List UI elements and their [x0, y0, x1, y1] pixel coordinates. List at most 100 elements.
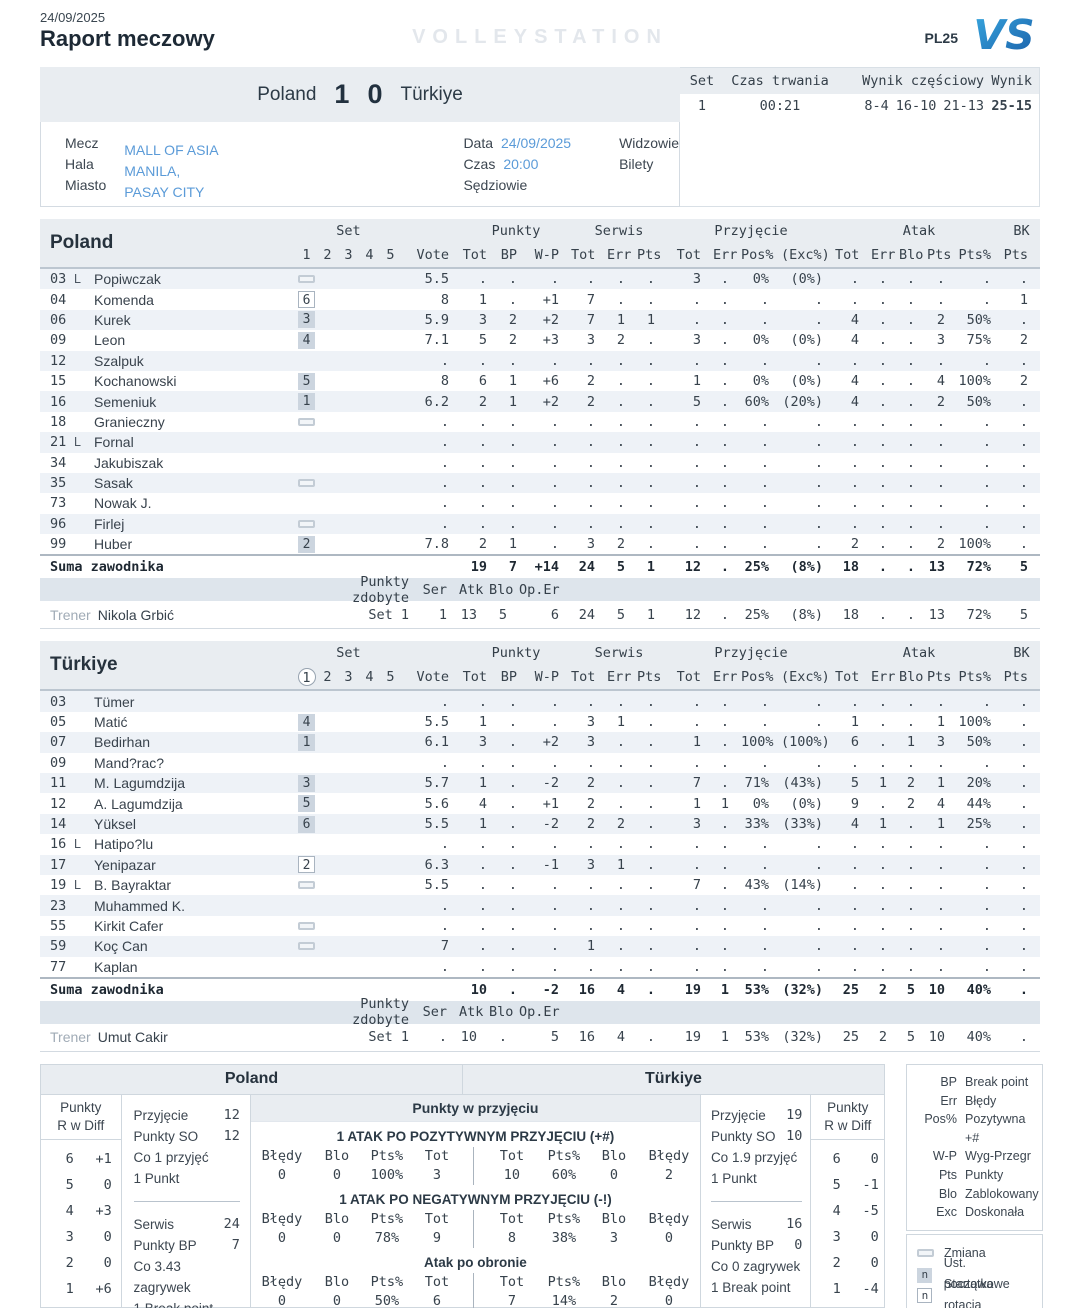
- player-row: 07 Bedirhan 1 6.1 3. +2 3.. 1. 100% (100%) 6. 1 3 50%…: [40, 732, 1040, 753]
- player-number: 59: [50, 938, 67, 955]
- player-number: 03: [50, 271, 67, 288]
- set-number-header: 2: [323, 669, 332, 686]
- coach-stat-cell: .: [1019, 1029, 1028, 1046]
- stat-cell: .: [720, 475, 729, 492]
- stat-cell: .: [936, 938, 945, 955]
- stat-cell: .: [760, 495, 769, 512]
- col-group-1: Serwis: [594, 645, 644, 662]
- stat-cell: .: [616, 475, 625, 492]
- set-entry: 3: [296, 311, 317, 329]
- sub-col-header: Pts: [637, 669, 662, 686]
- coach-row: Trener Umut Cakir Set 1. 10. 5 16 4. 19 1 53% (32%…: [40, 1023, 1040, 1052]
- stat-cell: .: [478, 434, 487, 451]
- stat-cell: 1: [478, 291, 487, 308]
- legend-symbol-row: n Ust. początkowe: [915, 1256, 1034, 1291]
- rwdiff-row: 4 -5: [811, 1198, 884, 1224]
- coach-stat-cell: .: [646, 1029, 655, 1046]
- stat-cell: .: [814, 836, 823, 853]
- stat-cell: .: [508, 897, 517, 914]
- stat-cell: .: [646, 775, 655, 792]
- legend-symbol-label: Startowa rotacja: [943, 1277, 994, 1308]
- stat-cell: -2: [542, 775, 559, 792]
- stat-cell: .: [906, 816, 915, 832]
- total-stat-cell: 5: [616, 559, 625, 576]
- stat-cell: .: [720, 393, 729, 410]
- stat-cell: .: [1019, 454, 1028, 471]
- player-row: 12 A. Lagumdzija 5 5.6 4. +1 2.. 1 1 0% (0%) 9. 2 4 44…: [40, 793, 1040, 813]
- stat-cell: .: [720, 332, 729, 349]
- stat-cell: .: [814, 536, 823, 553]
- legend-abbr: W-P: [932, 1149, 957, 1164]
- stat-cell: .: [720, 734, 729, 751]
- stat-cell: .: [878, 495, 887, 512]
- coach-stat-cell: 13: [928, 606, 945, 623]
- stat-cell: .: [586, 836, 595, 853]
- rwdiff-row: 4 +3: [41, 1198, 121, 1224]
- legend-abbreviation-row: Pos% Pozytywna +#: [915, 1110, 1034, 1147]
- stat-cell: .: [982, 856, 991, 873]
- set-number-header: 2: [323, 247, 332, 263]
- total-stat-cell: 5: [1019, 559, 1028, 576]
- reception-col-header: Tot: [424, 1273, 450, 1290]
- stat-cell: .: [550, 938, 559, 955]
- stat-cell: .: [1019, 897, 1028, 914]
- stat-cell: (20%): [782, 393, 823, 410]
- bilety-label: Bilety: [619, 156, 654, 172]
- score-col-header: Wynik: [991, 73, 1032, 89]
- stat-cell: +1: [542, 795, 559, 812]
- points-band: Punkty zdobyte Ser Atk Blo Op.Er: [40, 996, 1040, 1028]
- legend-symbol-icon: n: [915, 1264, 935, 1285]
- total-stat-cell: 10: [470, 981, 487, 998]
- away-sets: 0: [367, 79, 383, 109]
- stat-cell: .: [616, 373, 625, 390]
- serwis-label: Serwis: [133, 1216, 175, 1232]
- stat-cell: .: [906, 495, 915, 512]
- total-stat-cell: .: [720, 559, 729, 576]
- stat-cell: .: [982, 693, 991, 710]
- vote-cell: .: [440, 515, 449, 532]
- coach-points-cell: 10: [460, 1029, 477, 1046]
- home-team-table: Poland Set Punkty Serwis Przyjęcie Atak BK 1 2 3 4…: [40, 219, 1040, 630]
- player-name: Kochanowski: [94, 373, 177, 390]
- total-stat-cell: -2: [542, 981, 559, 998]
- stat-cell: .: [478, 475, 487, 492]
- coach-stat-cell: .: [720, 606, 729, 623]
- stat-cell: .: [878, 917, 887, 934]
- vote-cell: 8: [440, 373, 449, 390]
- stat-cell: .: [906, 434, 915, 451]
- reception-value: 50%: [374, 1292, 400, 1308]
- stat-cell: .: [850, 454, 859, 471]
- stat-cell: 9: [850, 795, 859, 812]
- hala-label: Hala: [65, 156, 94, 172]
- stat-cell: .: [878, 877, 887, 894]
- coach-stat-cell: .: [906, 606, 915, 623]
- stat-cell: 3: [692, 271, 701, 288]
- stat-cell: .: [1019, 938, 1028, 955]
- stat-cell: .: [508, 877, 517, 894]
- stat-cell: 0%: [752, 373, 769, 390]
- reception-value: 100%: [370, 1166, 404, 1183]
- rotation-diff: +6: [95, 1280, 112, 1297]
- stat-cell: .: [982, 454, 991, 471]
- legend-abbr-desc: Punkty: [965, 1167, 1004, 1182]
- starting-position-box: 1: [298, 733, 315, 751]
- player-number: 99: [50, 536, 67, 553]
- player-name: Yüksel: [94, 816, 137, 832]
- stat-cell: .: [646, 495, 655, 512]
- stat-cell: .: [760, 515, 769, 532]
- total-stat-cell: .: [508, 981, 517, 998]
- stat-cell: 75%: [966, 332, 991, 349]
- stat-cell: .: [720, 714, 729, 731]
- stat-cell: +6: [542, 373, 559, 390]
- stat-cell: .: [814, 291, 823, 308]
- player-row: 34 Jakubiszak.................: [40, 453, 1040, 473]
- partial-col-header: Wynik częściowy: [862, 73, 984, 89]
- stat-cell: .: [814, 754, 823, 771]
- stat-cell: .: [906, 714, 915, 731]
- stat-cell: .: [982, 877, 991, 894]
- team-total-row: Suma zawodnika 10. -2 16 4. 19 1 53% (32%) 25 2 5 10…: [40, 976, 1040, 1001]
- reception-value: 6: [432, 1292, 441, 1308]
- home-rwdiff-rows: 6 +1 5 0 4 +3 3 0 2 0 1 +6: [41, 1140, 121, 1302]
- stat-cell: .: [936, 856, 945, 873]
